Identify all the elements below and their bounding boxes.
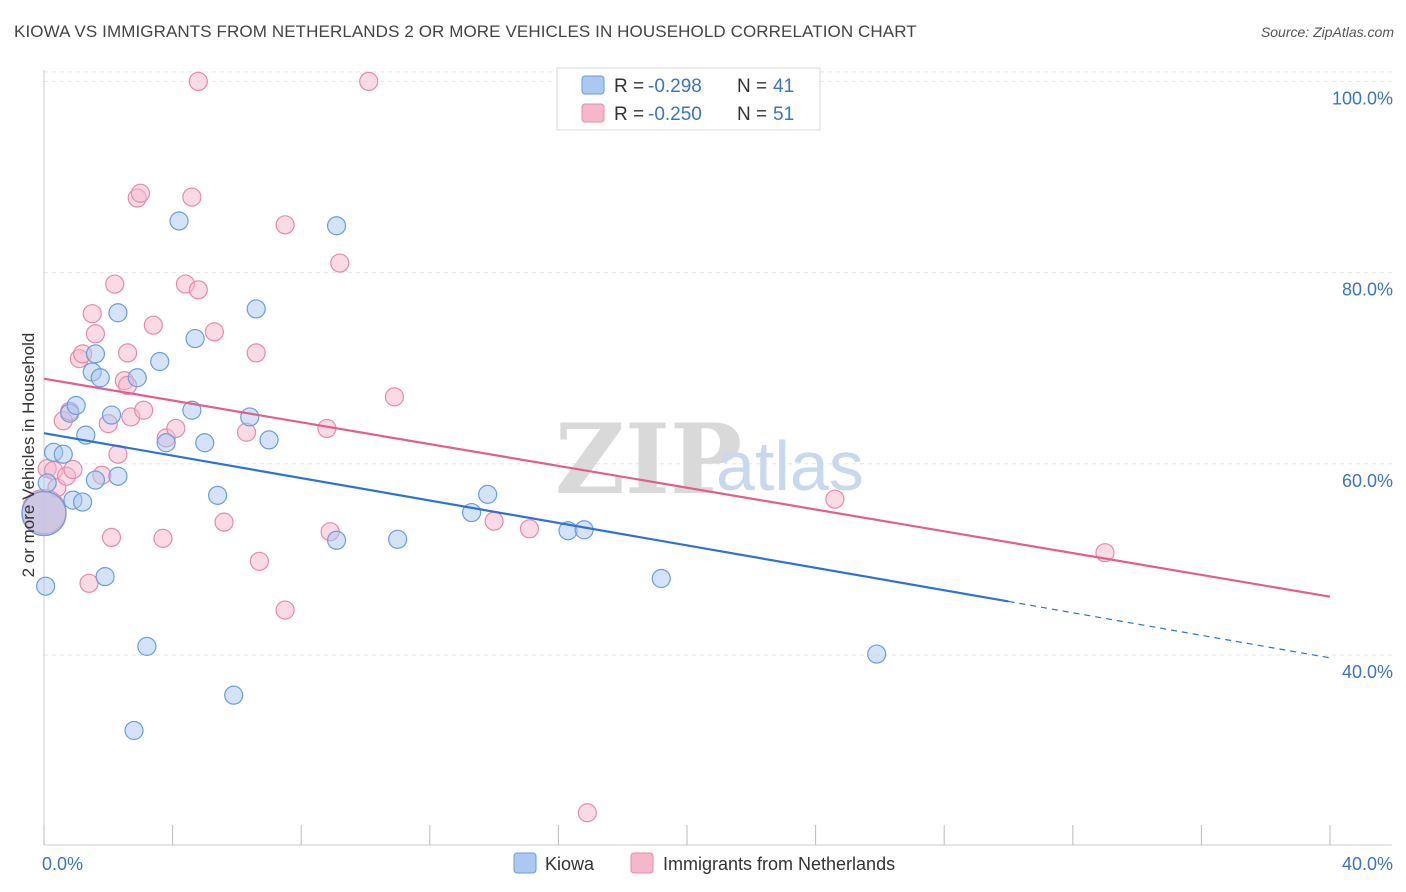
netherlands-point-23 xyxy=(134,400,154,420)
netherlands-point-9 xyxy=(79,573,99,593)
legend-swatch-neth xyxy=(581,103,605,123)
kiowa-point-12 xyxy=(90,368,110,388)
netherlands-point-42 xyxy=(359,71,379,92)
kiowa-point-27 xyxy=(224,685,244,705)
grid-lines xyxy=(44,71,1392,656)
netherlands-point-35 xyxy=(246,343,266,363)
legend-neth-n-value: 51 xyxy=(773,104,794,125)
netherlands-point-47 xyxy=(825,489,845,509)
netherlands-point-14 xyxy=(101,527,122,548)
bottom-legend-swatch-neth xyxy=(630,852,654,874)
netherlands-point-37 xyxy=(275,600,295,620)
kiowa-point-7 xyxy=(72,492,93,512)
kiowa-point-1 xyxy=(37,473,57,493)
kiowa-point-3 xyxy=(53,444,73,464)
netherlands-point-44 xyxy=(484,511,504,531)
kiowa-point-24 xyxy=(185,328,205,349)
kiowa-point-39 xyxy=(867,644,887,664)
legend-kiowa-n-label: N = xyxy=(737,76,767,97)
kiowa-point-38 xyxy=(651,568,671,589)
bottom-legend-neth: Immigrants from Netherlands xyxy=(663,854,895,874)
kiowa-point-29 xyxy=(246,299,266,319)
y-axis-label: 2 or more Vehicles in Household xyxy=(19,333,38,578)
kiowa-point-14 xyxy=(101,405,122,425)
y-tick-label-1: 60.0% xyxy=(1342,471,1393,491)
netherlands-point-33 xyxy=(214,512,234,532)
legend-kiowa-r-label: R = xyxy=(614,76,644,97)
netherlands-point-32 xyxy=(204,322,224,342)
kiowa-point-21 xyxy=(156,433,176,453)
kiowa-point-26 xyxy=(208,485,228,505)
kiowa-point-0 xyxy=(36,576,56,596)
y-tick-labels: 40.0% 60.0% 80.0% 100.0% xyxy=(1332,88,1393,682)
netherlands-point-15 xyxy=(105,274,125,294)
kiowa-point-32 xyxy=(326,530,347,550)
kiowa-point-35 xyxy=(478,484,498,504)
watermark-zip: ZIP xyxy=(555,403,742,516)
netherlands-point-31 xyxy=(188,71,208,92)
netherlands-point-19 xyxy=(117,343,138,363)
kiowa-point-23 xyxy=(182,400,202,420)
y-tick-label-3: 100.0% xyxy=(1332,88,1393,108)
kiowa-point-40 xyxy=(21,490,67,537)
bottom-legend-swatch-kiowa xyxy=(513,852,537,874)
kiowa-point-25 xyxy=(195,433,215,453)
netherlands-point-25 xyxy=(153,528,173,548)
legend-neth-n-label: N = xyxy=(737,104,767,125)
trend-lines xyxy=(43,377,1331,659)
netherlands-trend-line xyxy=(43,377,1331,598)
netherlands-point-43 xyxy=(384,387,405,407)
netherlands-point-22 xyxy=(130,183,151,203)
legend-neth-r-value: -0.250 xyxy=(648,104,702,125)
netherlands-point-27 xyxy=(166,418,186,439)
kiowa-point-20 xyxy=(150,351,170,372)
kiowa-point-6 xyxy=(66,395,86,416)
netherlands-point-29 xyxy=(182,187,202,207)
x-tick-label-max: 40.0% xyxy=(1342,854,1393,874)
stats-legend: R = -0.298 N = 41 R = -0.250 N = 51 xyxy=(556,67,821,131)
kiowa-trend-extension xyxy=(1008,600,1331,659)
kiowa-point-10 xyxy=(85,344,106,364)
y-tick-label-2: 80.0% xyxy=(1342,280,1393,300)
netherlands-point-38 xyxy=(275,215,295,235)
netherlands-point-11 xyxy=(85,324,106,344)
kiowa-point-22 xyxy=(169,211,189,231)
legend-kiowa-n-value: 41 xyxy=(773,76,794,97)
netherlands-point-24 xyxy=(143,315,163,335)
netherlands-point-41 xyxy=(330,253,350,273)
legend-swatch-kiowa xyxy=(581,75,605,95)
kiowa-point-16 xyxy=(108,466,128,486)
kiowa-point-30 xyxy=(259,430,279,450)
chart-title: KIOWA VS IMMIGRANTS FROM NETHERLANDS 2 O… xyxy=(14,22,917,41)
kiowa-point-31 xyxy=(326,216,347,236)
series-legend: Kiowa Immigrants from Netherlands xyxy=(513,852,895,874)
kiowa-point-11 xyxy=(85,470,106,490)
axes xyxy=(43,70,1392,846)
netherlands-point-45 xyxy=(519,519,540,539)
watermark: ZIP atlas xyxy=(555,403,864,516)
kiowa-point-13 xyxy=(95,567,115,587)
y-tick-label-0: 40.0% xyxy=(1342,662,1393,682)
kiowa-point-33 xyxy=(388,529,408,549)
kiowa-point-15 xyxy=(108,303,128,323)
netherlands-point-36 xyxy=(249,551,270,571)
legend-neth-r-label: R = xyxy=(614,104,644,125)
legend-kiowa-r-value: -0.298 xyxy=(648,76,702,97)
kiowa-point-37 xyxy=(574,520,594,540)
kiowa-point-18 xyxy=(127,368,147,388)
kiowa-point-28 xyxy=(240,407,260,427)
netherlands-point-46 xyxy=(577,803,597,823)
kiowa-point-19 xyxy=(137,636,157,656)
source-label: Source: ZipAtlas.com xyxy=(1260,24,1394,40)
kiowa-trend-line xyxy=(43,432,1009,603)
netherlands-point-6 xyxy=(63,459,83,480)
netherlands-point-10 xyxy=(82,304,102,324)
netherlands-point-30 xyxy=(188,280,208,300)
kiowa-point-17 xyxy=(124,720,144,741)
x-tick-label-min: 0.0% xyxy=(42,854,83,874)
bottom-legend-kiowa: Kiowa xyxy=(545,854,595,874)
